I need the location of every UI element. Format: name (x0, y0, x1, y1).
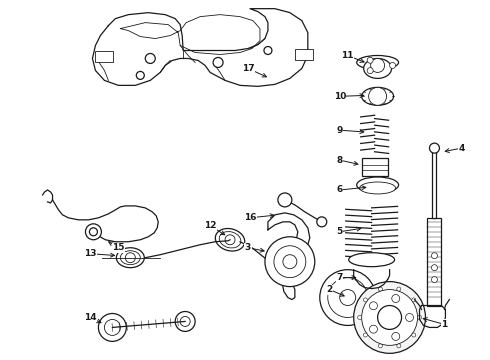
Circle shape (369, 302, 377, 310)
Circle shape (175, 311, 195, 332)
Text: 11: 11 (342, 51, 354, 60)
Circle shape (406, 314, 414, 321)
Ellipse shape (349, 253, 394, 267)
Circle shape (378, 287, 382, 291)
Circle shape (98, 314, 126, 341)
Circle shape (145, 54, 155, 63)
Circle shape (90, 228, 98, 236)
Circle shape (390, 62, 395, 68)
Circle shape (364, 298, 368, 302)
Circle shape (180, 316, 190, 327)
Circle shape (429, 143, 440, 153)
Circle shape (274, 246, 306, 278)
Text: 8: 8 (337, 156, 343, 165)
Ellipse shape (357, 177, 398, 193)
Ellipse shape (364, 58, 392, 78)
Circle shape (317, 217, 327, 227)
Text: 13: 13 (84, 249, 97, 258)
Circle shape (367, 68, 373, 73)
Circle shape (432, 276, 438, 283)
Circle shape (278, 193, 292, 207)
Text: 17: 17 (242, 64, 254, 73)
Circle shape (136, 71, 144, 80)
Bar (295, 49, 313, 60)
Text: 5: 5 (337, 227, 343, 236)
Ellipse shape (215, 229, 245, 251)
Circle shape (378, 306, 401, 329)
Circle shape (417, 315, 421, 319)
Circle shape (362, 289, 417, 345)
Ellipse shape (116, 248, 144, 268)
Circle shape (104, 319, 121, 336)
Circle shape (368, 87, 387, 105)
Text: 12: 12 (204, 221, 217, 230)
Ellipse shape (219, 231, 241, 248)
Circle shape (397, 344, 401, 348)
Circle shape (340, 289, 356, 306)
Text: 10: 10 (334, 92, 346, 101)
Text: 6: 6 (337, 185, 343, 194)
Circle shape (370, 58, 385, 72)
Text: 3: 3 (245, 243, 251, 252)
Text: 2: 2 (327, 285, 333, 294)
Ellipse shape (360, 182, 395, 194)
Circle shape (397, 287, 401, 291)
Circle shape (264, 46, 272, 54)
Bar (96, 50, 113, 62)
Ellipse shape (121, 251, 140, 265)
Circle shape (432, 265, 438, 271)
Ellipse shape (357, 55, 398, 69)
Text: 1: 1 (441, 320, 447, 329)
Text: 15: 15 (112, 243, 124, 252)
Circle shape (283, 255, 297, 269)
Text: 4: 4 (458, 144, 465, 153)
Circle shape (364, 333, 368, 337)
Circle shape (358, 315, 362, 319)
Circle shape (265, 237, 315, 287)
Circle shape (213, 58, 223, 67)
Bar (433, 150, 437, 218)
Ellipse shape (362, 87, 393, 105)
Circle shape (412, 298, 416, 302)
Text: 7: 7 (337, 273, 343, 282)
Circle shape (392, 332, 400, 341)
Bar (427, 218, 441, 306)
Circle shape (367, 57, 373, 63)
Text: 9: 9 (337, 126, 343, 135)
Circle shape (378, 344, 382, 348)
Circle shape (328, 278, 368, 318)
Circle shape (369, 325, 377, 333)
Circle shape (412, 333, 416, 337)
Circle shape (432, 253, 438, 259)
Circle shape (354, 282, 425, 353)
Circle shape (125, 253, 135, 263)
Circle shape (392, 294, 400, 302)
Text: 14: 14 (84, 313, 97, 322)
Bar (362, 158, 388, 176)
Circle shape (85, 224, 101, 240)
Text: 16: 16 (244, 213, 256, 222)
Circle shape (320, 270, 376, 325)
Circle shape (225, 235, 235, 245)
